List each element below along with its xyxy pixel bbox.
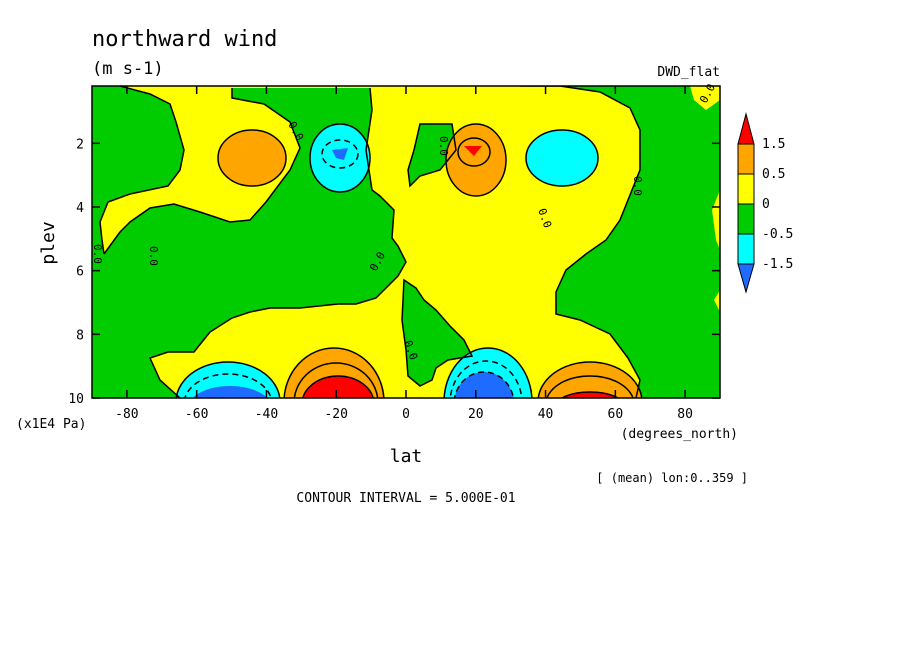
x-axis-ticks: -80 -60 -40 -20 0 20 40 60 80 bbox=[115, 86, 693, 422]
green-region-west bbox=[92, 86, 184, 262]
contour-label: 0.0 bbox=[401, 339, 420, 362]
upper-positive-sh bbox=[218, 130, 286, 186]
y-axis-ticks: 2 4 6 8 10 bbox=[68, 137, 720, 407]
y-tick-label: 8 bbox=[76, 328, 84, 343]
x-tick-label: -20 bbox=[324, 407, 347, 422]
x-tick-label: 80 bbox=[677, 407, 693, 422]
mean-note: [ (mean) lon:0..359 ] bbox=[596, 471, 748, 485]
green-region-north-upper bbox=[408, 124, 456, 186]
contour-surface-nh-neg bbox=[443, 347, 533, 398]
contour-interval: CONTOUR INTERVAL = 5.000E-01 bbox=[296, 491, 515, 506]
contour-zero-west bbox=[99, 86, 185, 255]
contour-upper-sh-neg bbox=[309, 123, 371, 193]
surface-negative-sh bbox=[176, 362, 280, 398]
contour-surface-sh-pos-core bbox=[302, 375, 374, 398]
contour-surface-nh-pos-inner bbox=[546, 375, 634, 398]
x-axis-label: lat bbox=[390, 446, 423, 467]
contour-zero-north-upper bbox=[407, 123, 457, 188]
contour-surface-nh-neg-core bbox=[453, 371, 515, 398]
y-tick-label: 10 bbox=[68, 392, 84, 407]
contour-upper-nh-neg bbox=[525, 129, 599, 187]
contour-label: 0.0 bbox=[437, 136, 450, 156]
green-region-center bbox=[402, 280, 472, 386]
x-tick-label: 20 bbox=[468, 407, 484, 422]
surface-negative-sh-core bbox=[192, 386, 268, 398]
x-axis-units: (degrees_north) bbox=[621, 427, 738, 442]
contour-surface-nh-pos bbox=[537, 361, 643, 398]
surface-positive-sh-core bbox=[302, 376, 374, 398]
contour-zero-center bbox=[401, 278, 474, 387]
green-region-east bbox=[520, 86, 720, 398]
x-tick-label: 60 bbox=[608, 407, 624, 422]
colorbar-level: 0 bbox=[762, 197, 770, 212]
colorbar-band-green bbox=[737, 203, 755, 235]
yellow-island-east-lower bbox=[714, 290, 720, 312]
x-tick-label: -40 bbox=[255, 407, 278, 422]
x-tick-label: -80 bbox=[115, 407, 138, 422]
chart-title: northward wind bbox=[92, 27, 277, 52]
colorbar-bottom-arrow bbox=[737, 263, 755, 294]
x-tick-label: 0 bbox=[402, 407, 410, 422]
contour-surface-sh-neg-inner bbox=[184, 373, 272, 398]
colorbar-level: -1.5 bbox=[762, 257, 793, 272]
upper-negative-sh-core bbox=[332, 148, 348, 160]
colorbar-band-orange bbox=[737, 143, 755, 175]
colorbar-band-yellow bbox=[737, 173, 755, 205]
contour-upper-sh-neg-inner bbox=[321, 139, 359, 169]
contour-label: 0.0 bbox=[631, 176, 644, 196]
colorbar-level: -0.5 bbox=[762, 227, 793, 242]
contour-upper-nh-pos bbox=[445, 123, 507, 197]
y-axis-label: plev bbox=[38, 221, 59, 264]
contour-surface-sh-pos-inner bbox=[293, 362, 379, 398]
contour-zero-east bbox=[520, 86, 641, 398]
yellow-island-east-right bbox=[712, 190, 720, 250]
surface-negative-nh-core bbox=[454, 372, 514, 398]
upper-negative-nh bbox=[526, 130, 598, 186]
y-tick-label: 4 bbox=[76, 201, 84, 216]
y-axis-units: (x1E4 Pa) bbox=[16, 417, 86, 432]
contour-surface-sh-neg bbox=[175, 361, 281, 398]
upper-positive-nh bbox=[446, 124, 506, 196]
contour-label: 0.0 bbox=[91, 244, 104, 264]
contour-surface-sh-pos bbox=[283, 347, 385, 398]
colorbar-band-cyan bbox=[737, 233, 755, 265]
contour-upper-sh-pos bbox=[217, 129, 287, 187]
chart-units: (m s-1) bbox=[92, 59, 164, 79]
dataset-name: DWD_flat bbox=[657, 65, 720, 80]
x-tick-label: 40 bbox=[538, 407, 554, 422]
contour-fill bbox=[92, 86, 720, 398]
colorbar-level: 1.5 bbox=[762, 137, 785, 152]
colorbar-top-arrow bbox=[737, 112, 755, 145]
yellow-island-east-top bbox=[690, 86, 720, 110]
colorbar-level: 0.5 bbox=[762, 167, 785, 182]
contour-surface-nh-neg-inner bbox=[449, 360, 523, 398]
surface-positive-nh bbox=[538, 362, 642, 398]
contour-zero-midwest bbox=[103, 88, 301, 255]
upper-positive-nh-core bbox=[464, 146, 482, 156]
contour-surface-nh-pos-core bbox=[560, 391, 620, 398]
colorbar bbox=[737, 112, 755, 294]
contour-lines bbox=[99, 86, 643, 398]
contour-label: 0.0 bbox=[535, 207, 554, 230]
x-tick-label: -60 bbox=[185, 407, 208, 422]
contour-zero-mid bbox=[148, 87, 407, 398]
colorbar-labels: 1.5 0.5 0 -0.5 -1.5 bbox=[762, 137, 793, 272]
y-tick-label: 6 bbox=[76, 265, 84, 280]
contour-upper-nh-pos-inner bbox=[457, 137, 491, 167]
y-tick-label: 2 bbox=[76, 137, 84, 152]
contour-label: 0.0 bbox=[147, 246, 160, 266]
